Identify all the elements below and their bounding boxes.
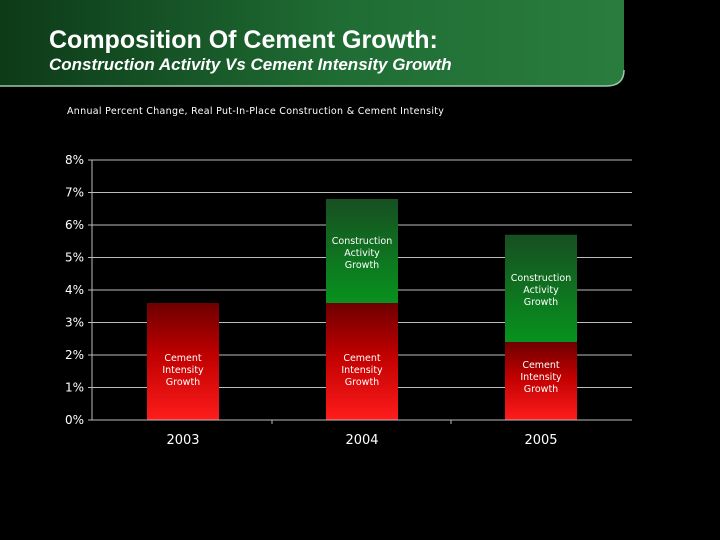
y-tick-label: 6%	[65, 218, 84, 232]
bar-cement-intensity	[505, 342, 577, 420]
y-tick-label: 3%	[65, 316, 84, 330]
header-band	[0, 0, 625, 87]
bars	[147, 199, 577, 420]
y-tick-label: 1%	[65, 381, 84, 395]
y-tick-label: 8%	[65, 153, 84, 167]
chart-note: Annual Percent Change, Real Put-In-Place…	[67, 106, 445, 117]
bar-construction-activity	[326, 199, 398, 303]
y-tick-label: 7%	[65, 186, 84, 200]
label-cement-intensity: Cement Intensity Growth	[162, 353, 204, 388]
y-tick-label: 0%	[65, 413, 84, 427]
bar-cement-intensity	[326, 303, 398, 420]
chart-title: Composition Of Cement Growth:	[49, 26, 438, 54]
x-tick-label: 2005	[524, 433, 557, 448]
label-cement-intensity: Cement Intensity Growth	[341, 353, 383, 388]
y-tick-label: 4%	[65, 283, 84, 297]
y-tick-label: 2%	[65, 348, 84, 362]
x-tick-label: 2003	[166, 433, 199, 448]
x-tick-label: 2004	[345, 433, 378, 448]
label-construction-activity: Construction Activity Growth	[511, 273, 572, 308]
bar-cement-intensity	[147, 303, 219, 420]
label-cement-intensity: Cement Intensity Growth	[520, 360, 562, 395]
bar-construction-activity	[505, 234, 577, 342]
axes	[88, 159, 632, 424]
labels: 0% 1% 2% 3% 4% 5% 6% 7% 8% 2003 2004 2005 Cement Inte…	[65, 153, 571, 448]
y-tick-label: 5%	[65, 251, 84, 265]
label-construction-activity: Construction Activity Growth	[332, 236, 393, 271]
chart-subtitle: Construction Activity Vs Cement Intensit…	[49, 55, 452, 74]
